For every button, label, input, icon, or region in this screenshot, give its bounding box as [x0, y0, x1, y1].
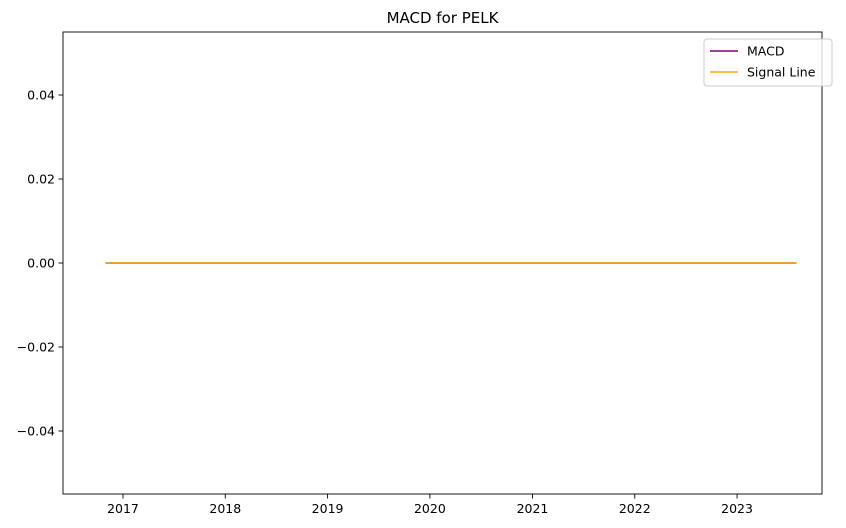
x-tick-label: 2017: [107, 501, 139, 516]
y-tick-label: 0.00: [27, 256, 55, 271]
y-axis: −0.04 −0.02 0.00 0.02 0.04: [17, 88, 63, 439]
x-tick-label: 2021: [517, 501, 549, 516]
legend-label-macd: MACD: [747, 44, 784, 59]
y-tick-label: −0.02: [17, 340, 55, 355]
y-tick-label: −0.04: [17, 424, 55, 439]
legend-label-signal-line: Signal Line: [747, 65, 816, 80]
y-tick-label: 0.02: [27, 172, 55, 187]
x-axis: 2017 2018 2019 2020 2021 2022 2023: [107, 494, 753, 516]
chart-title: MACD for PELK: [387, 9, 500, 27]
y-tick-label: 0.04: [27, 88, 55, 103]
x-tick-label: 2020: [414, 501, 446, 516]
legend: MACD Signal Line: [703, 38, 833, 87]
x-tick-label: 2019: [312, 501, 344, 516]
x-tick-label: 2022: [619, 501, 651, 516]
x-tick-label: 2018: [209, 501, 241, 516]
x-tick-label: 2023: [721, 501, 753, 516]
